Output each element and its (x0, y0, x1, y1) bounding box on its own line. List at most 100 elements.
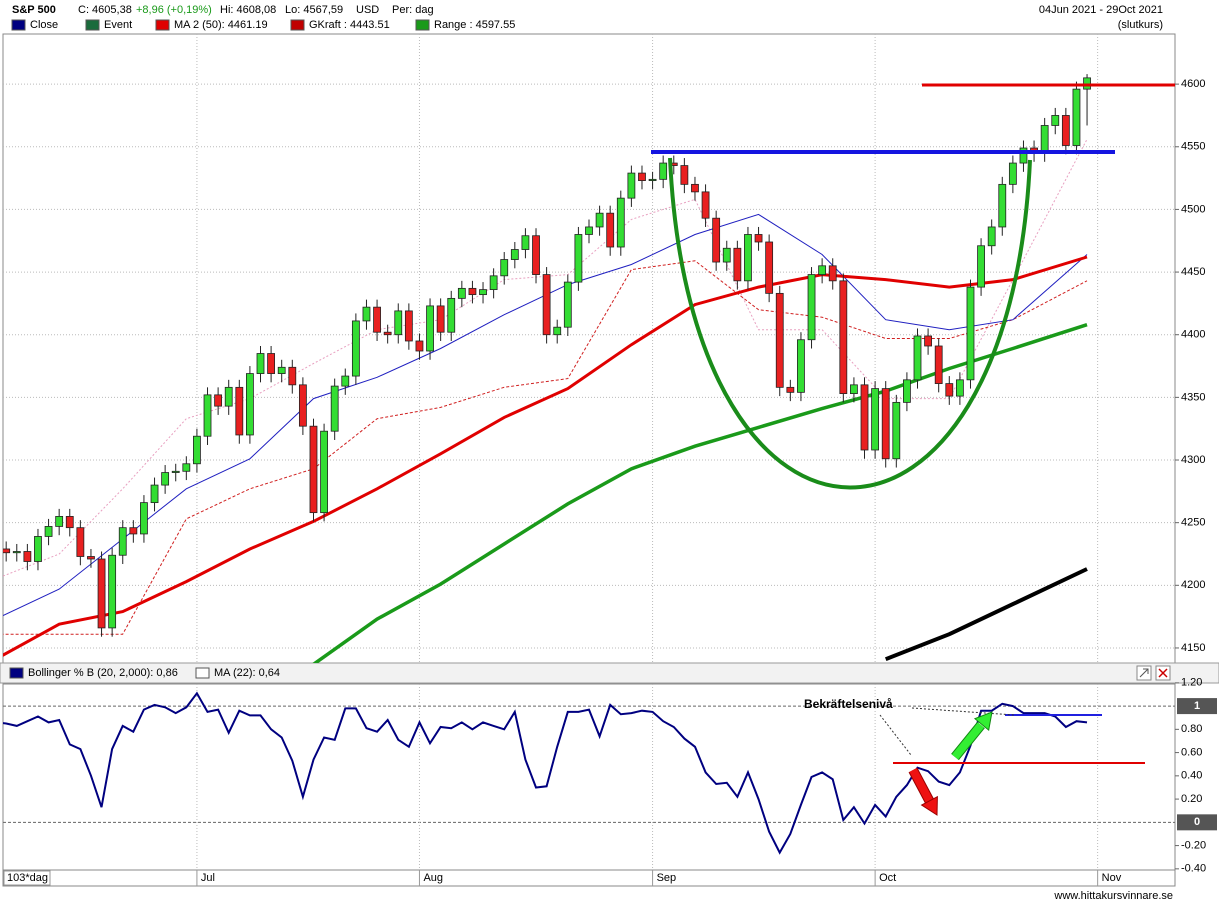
candle-body (786, 386, 795, 393)
candle-body (383, 331, 392, 336)
candle-body (23, 551, 32, 562)
candle-body (585, 226, 593, 235)
overlay-line (3, 213, 1088, 617)
candle-body (712, 217, 721, 263)
candle-body (457, 287, 466, 299)
candle-body (44, 526, 53, 537)
candle-body (1072, 88, 1081, 146)
legend-swatch (9, 667, 24, 679)
candle-body (341, 375, 350, 387)
legend-swatch (195, 667, 210, 679)
legend-swatch (415, 19, 430, 31)
period-box (3, 870, 51, 886)
legend-swatch (155, 19, 170, 31)
overlay-line (3, 255, 1088, 657)
candle-body (828, 265, 837, 282)
y-tick-label: 4350 (1181, 391, 1205, 403)
arrow-up-head (973, 711, 993, 732)
candle-body (998, 183, 1007, 228)
candle-body (797, 339, 805, 393)
candle-body (140, 502, 148, 535)
arrow-down (909, 768, 934, 804)
candle-body (1083, 77, 1091, 90)
overlay-line (3, 260, 1088, 635)
legend-swatch (11, 19, 26, 31)
y-tick-label: 4600 (1181, 78, 1205, 90)
candle-body (553, 326, 562, 336)
candle-body (532, 235, 540, 275)
candle-body (955, 379, 964, 397)
legend-label: GKraft : 4443.51 (309, 19, 390, 31)
candle-body (330, 385, 339, 432)
y-tick-label: 4250 (1181, 517, 1205, 529)
y-tick-box (1177, 698, 1217, 715)
overlay-line (884, 567, 1088, 662)
x-tick-label: Oct (879, 872, 896, 884)
candle-body (913, 335, 922, 381)
candle-body (638, 172, 646, 181)
candle-body (479, 289, 487, 296)
candle-body (934, 345, 943, 384)
candle-body (775, 292, 784, 388)
legend-label: MA (22): 0,64 (214, 667, 280, 679)
candle-body (288, 366, 297, 386)
y-tick-label: 4550 (1181, 141, 1205, 153)
candle-body (415, 340, 424, 352)
y-tick-label: 4150 (1181, 642, 1205, 654)
candle-body (733, 247, 742, 282)
y-tick-box (1177, 814, 1217, 831)
y-tick-label: 4500 (1181, 203, 1205, 215)
candle-body (1019, 147, 1028, 164)
candle-body (754, 234, 763, 243)
y-tick-label: 0.80 (1181, 723, 1202, 735)
zoom-icon (1139, 668, 1149, 678)
x-tick-label: Jul (201, 872, 215, 884)
candle-body (235, 386, 244, 436)
candle-body (246, 373, 254, 436)
candle-body (161, 472, 170, 486)
candle-body (309, 425, 318, 514)
candle-body (892, 401, 901, 460)
candle-body (193, 435, 201, 465)
y-tick-label: -0.40 (1181, 863, 1206, 875)
candle-body (404, 310, 413, 342)
period-label: 103*dag (7, 872, 48, 884)
candle-body (362, 306, 371, 322)
candle-body (510, 249, 519, 260)
legend-swatch (85, 19, 100, 31)
candle-body (373, 306, 381, 333)
candle-body (277, 366, 286, 374)
header-stat: Per: dag (392, 4, 434, 16)
pointer-line (911, 707, 1015, 716)
footer: www.hittakursvinnare.se (1053, 890, 1173, 902)
candle-body (839, 280, 848, 395)
candle-body (256, 353, 265, 374)
candle-body (65, 516, 74, 529)
y-tick-label: 4300 (1181, 454, 1205, 466)
candle-body (924, 335, 932, 347)
candle-body (118, 527, 127, 556)
candle-body (447, 297, 456, 333)
y-tick-label: 0 (1194, 816, 1200, 828)
close-icon (1158, 668, 1168, 678)
candle-body (298, 384, 307, 427)
legend-label: Range : 4597.55 (434, 19, 515, 31)
candle-body (351, 320, 360, 377)
candle-body (1008, 162, 1017, 185)
candle-body (150, 484, 159, 504)
candle-body (489, 275, 498, 291)
candle-body (87, 556, 95, 560)
x-tick-label: Aug (423, 872, 443, 884)
arrow-down-head (920, 795, 938, 816)
candle-body (76, 527, 85, 557)
candle-body (987, 226, 996, 247)
header-stat: Hi: 4608,08 (220, 4, 276, 16)
header-stat: Lo: 4567,59 (285, 4, 343, 16)
candle-body (97, 558, 106, 629)
candle-body (436, 305, 445, 333)
series-line (3, 691, 1088, 855)
candle-body (214, 394, 223, 407)
candle-body (627, 172, 636, 199)
legend-label: Close (30, 19, 58, 31)
x-tick-label: Sep (657, 872, 677, 884)
